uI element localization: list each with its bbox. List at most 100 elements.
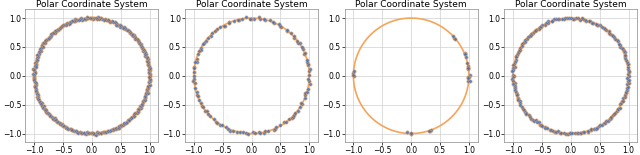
Point	[285, 32, 296, 34]
Point	[241, 132, 252, 134]
Point	[136, 43, 146, 46]
Point	[605, 117, 616, 119]
Point	[99, 19, 109, 21]
Point	[254, 16, 264, 19]
Point	[298, 48, 308, 50]
Point	[203, 36, 213, 39]
Point	[463, 68, 473, 70]
Point	[581, 20, 591, 22]
Point	[508, 64, 518, 66]
Point	[248, 131, 258, 134]
Point	[600, 29, 611, 32]
Point	[611, 110, 621, 112]
Point	[137, 46, 147, 48]
Point	[278, 121, 289, 124]
Point	[125, 117, 136, 120]
Point	[549, 18, 559, 21]
Point	[38, 46, 49, 48]
Point	[568, 132, 578, 135]
Point	[205, 35, 216, 38]
Point	[522, 38, 532, 40]
Point	[145, 77, 156, 80]
Point	[600, 122, 611, 124]
Point	[243, 133, 253, 136]
Point	[140, 99, 150, 101]
Point	[73, 132, 83, 134]
Point	[622, 87, 632, 89]
Point	[513, 98, 524, 100]
Point	[134, 43, 145, 45]
Point	[605, 33, 615, 35]
Point	[96, 17, 106, 19]
Point	[269, 129, 279, 131]
Point	[30, 71, 40, 73]
Point	[623, 68, 633, 71]
Point	[579, 131, 589, 133]
Point	[623, 62, 633, 65]
Point	[129, 113, 140, 116]
Point	[70, 130, 81, 132]
Point	[125, 32, 136, 34]
Point	[515, 50, 525, 52]
Point	[589, 128, 600, 130]
Point	[292, 40, 302, 42]
Point	[212, 121, 223, 124]
Point	[189, 67, 199, 69]
Point	[510, 89, 520, 91]
Point	[191, 93, 202, 96]
Point	[578, 131, 588, 134]
Point	[462, 77, 472, 80]
Point	[119, 123, 129, 126]
Point	[108, 129, 118, 131]
Point	[55, 26, 65, 29]
Point	[44, 113, 54, 115]
Point	[604, 30, 614, 33]
Point	[136, 45, 147, 47]
Point	[33, 54, 43, 56]
Point	[109, 128, 119, 130]
Point	[121, 122, 131, 124]
Point	[621, 58, 631, 61]
Point	[140, 51, 150, 53]
Point	[83, 132, 93, 134]
Point	[511, 59, 521, 61]
Point	[461, 56, 471, 58]
Point	[34, 53, 44, 55]
Point	[108, 128, 118, 131]
Point	[621, 92, 631, 94]
Point	[100, 18, 110, 20]
Point	[114, 126, 124, 129]
Point	[304, 70, 314, 73]
Point	[241, 16, 251, 19]
Point	[40, 40, 50, 42]
Point	[40, 109, 50, 111]
Point	[555, 132, 565, 134]
Point	[88, 18, 98, 20]
Point	[29, 69, 40, 72]
Point	[47, 116, 57, 118]
Point	[580, 19, 590, 21]
Point	[515, 104, 525, 106]
Point	[124, 30, 134, 32]
Point	[295, 106, 305, 108]
Point	[38, 105, 49, 107]
Point	[45, 36, 55, 38]
Point	[305, 83, 315, 85]
Point	[127, 33, 137, 36]
Point	[304, 74, 314, 76]
Point	[538, 125, 548, 127]
Point	[127, 116, 137, 118]
Point	[133, 39, 143, 42]
Point	[534, 124, 545, 126]
Point	[618, 97, 628, 99]
Point	[553, 130, 563, 133]
Point	[77, 131, 88, 134]
Point	[31, 83, 41, 86]
Point	[72, 19, 83, 22]
Point	[547, 20, 557, 23]
Point	[33, 93, 44, 96]
Point	[510, 61, 520, 63]
Point	[189, 66, 199, 68]
Point	[599, 27, 609, 30]
Point	[540, 126, 550, 129]
